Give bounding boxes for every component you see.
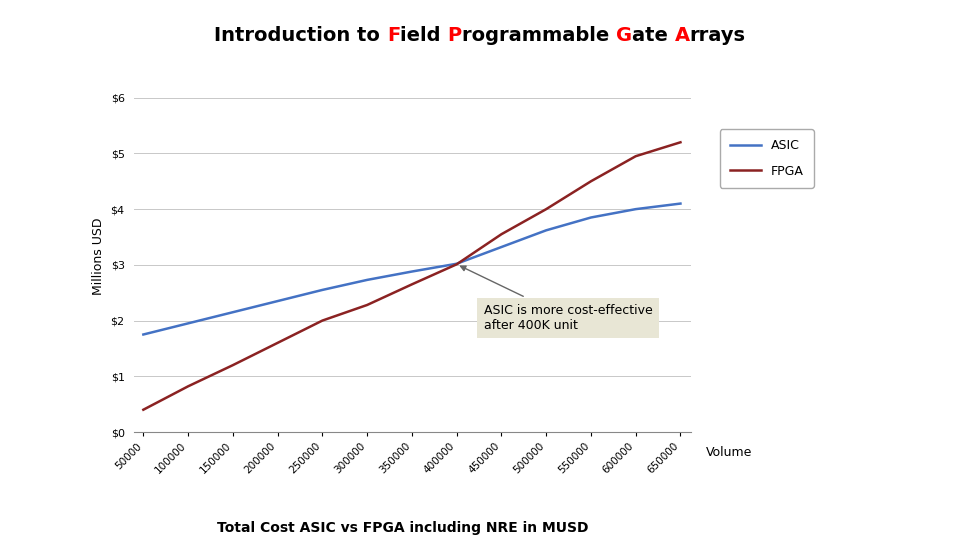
Line: FPGA: FPGA [143, 142, 681, 410]
FPGA [272, 340, 283, 346]
Text: ate: ate [632, 25, 675, 45]
Line: ASIC: ASIC [143, 204, 681, 334]
ASIC [137, 331, 149, 338]
Legend: ASIC, FPGA: ASIC, FPGA [720, 130, 814, 188]
ASIC [182, 320, 194, 327]
FPGA [451, 261, 463, 267]
ASIC [586, 214, 597, 221]
ASIC [406, 268, 418, 275]
Text: A: A [675, 25, 689, 45]
FPGA [540, 206, 552, 212]
ASIC [317, 287, 328, 293]
FPGA [182, 383, 194, 389]
ASIC [630, 206, 641, 212]
ASIC [272, 298, 283, 305]
Text: Total Cost ASIC vs FPGA including NRE in MUSD: Total Cost ASIC vs FPGA including NRE in… [218, 521, 588, 535]
FPGA [586, 178, 597, 185]
FPGA [675, 139, 686, 145]
ASIC [675, 200, 686, 207]
FPGA [495, 231, 507, 238]
ASIC [540, 227, 552, 234]
FPGA [317, 318, 328, 324]
Text: Introduction to: Introduction to [214, 25, 387, 45]
ASIC [361, 276, 372, 283]
FPGA [361, 302, 372, 308]
Text: F: F [387, 25, 400, 45]
Text: G: G [615, 25, 632, 45]
Text: P: P [447, 25, 462, 45]
FPGA [228, 362, 239, 368]
FPGA [137, 407, 149, 413]
Text: rogrammable: rogrammable [462, 25, 615, 45]
Text: rrays: rrays [689, 25, 746, 45]
ASIC [451, 260, 463, 267]
FPGA [406, 281, 418, 288]
ASIC [495, 244, 507, 250]
Text: ield: ield [400, 25, 447, 45]
ASIC [228, 309, 239, 315]
Text: Volume: Volume [706, 446, 752, 458]
Text: ASIC is more cost-effective
after 400K unit: ASIC is more cost-effective after 400K u… [461, 266, 652, 332]
FPGA [630, 153, 641, 159]
Y-axis label: Millions USD: Millions USD [92, 218, 105, 295]
